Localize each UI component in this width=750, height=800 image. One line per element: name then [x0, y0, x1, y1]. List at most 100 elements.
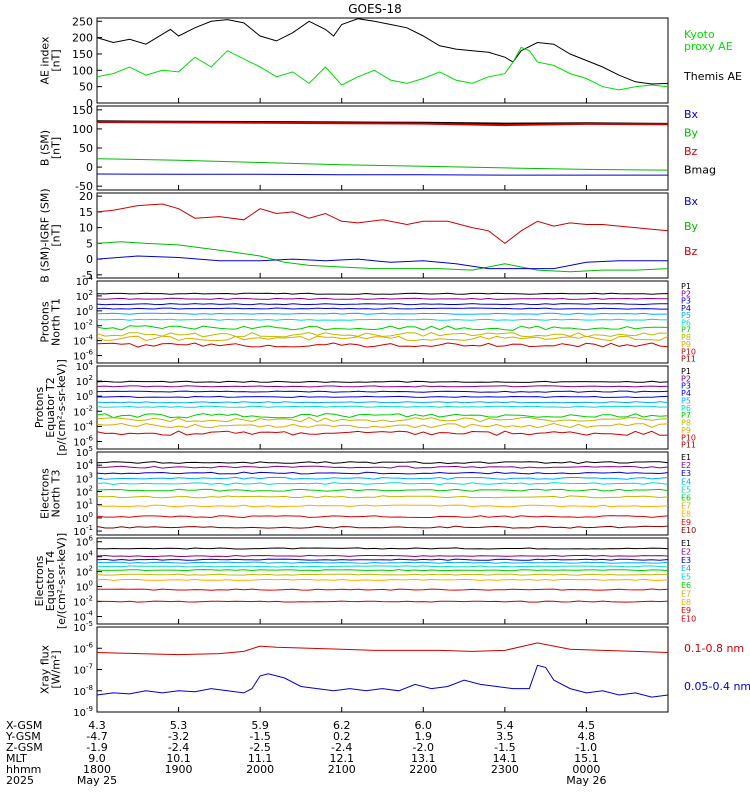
channel-line — [96, 312, 668, 315]
channel-line — [96, 390, 669, 393]
y-tick-label: 104 — [76, 359, 94, 373]
legend-entry: P9 — [681, 340, 691, 349]
channel-line — [96, 405, 669, 408]
panel-frame — [96, 626, 669, 713]
x-axis-value: 2100 — [328, 763, 356, 776]
legend-entry: E5 — [681, 573, 691, 582]
y-tick-label: 105 — [76, 445, 93, 459]
y-tick-label: 150 — [72, 48, 93, 61]
x-axis-value: 1.9 — [415, 730, 433, 743]
channel-line — [96, 318, 669, 321]
y-tick-label: 106 — [76, 535, 94, 549]
x-axis-value: -2.4 — [331, 741, 352, 754]
y-axis-label: [p/(cm²-s-sr-keV)] — [55, 359, 68, 456]
y-tick-label: 104 — [76, 550, 94, 564]
channel-line — [96, 600, 669, 603]
legend-entry: E1 — [681, 453, 691, 462]
legend-entry: E4 — [681, 564, 691, 573]
legend-entry: Kyoto — [684, 28, 715, 41]
y-axis-label: [W/m²] — [50, 650, 63, 688]
x-axis-value: 1800 — [83, 763, 111, 776]
y-axis-label: Xray flux — [39, 644, 52, 694]
x-axis-value: 5.9 — [251, 719, 269, 732]
panel-frame — [96, 451, 669, 536]
y-axis-label: [nT] — [50, 224, 63, 246]
y-axis-label: B (SM)-IGRF (SM) — [39, 188, 52, 282]
legend-entry: 0.1-0.8 nm — [684, 642, 744, 655]
y-tick-label: 102 — [76, 289, 93, 303]
y-tick-label: 100 — [76, 389, 93, 403]
y-tick-label: 100 — [76, 580, 93, 594]
y-tick-label: 102 — [76, 565, 93, 579]
legend-entry: 0.05-0.4 nm — [684, 680, 750, 693]
y-tick-label: 10-5 — [73, 620, 93, 634]
channel-line — [96, 554, 669, 558]
legend-entry: Bz — [684, 245, 698, 258]
x-axis-value: -2.5 — [249, 741, 270, 754]
x-axis-value: 13.1 — [411, 752, 436, 765]
channel-line — [96, 476, 669, 480]
chart-title: GOES-18 — [348, 2, 402, 16]
x-axis-value: -1.5 — [494, 741, 515, 754]
y-tick-label: 100 — [76, 304, 93, 318]
x-axis-value: -1.0 — [576, 741, 597, 754]
x-axis-value: 5.4 — [496, 719, 514, 732]
legend-entry: By — [684, 127, 699, 140]
y-tick-label: 101 — [76, 498, 93, 512]
x-axis-value: 1900 — [165, 763, 193, 776]
series-line — [96, 121, 669, 127]
x-axis-value: 4.5 — [578, 719, 596, 732]
y-tick-label: 15 — [79, 206, 93, 219]
x-axis-row-label: Z-GSM — [6, 741, 43, 754]
channel-line — [96, 482, 669, 486]
x-axis-value: May 26 — [566, 774, 606, 787]
legend-entry: P10 — [681, 347, 696, 356]
panel-frame — [96, 105, 669, 191]
series-line — [96, 664, 669, 698]
legend-entry: P5 — [681, 311, 691, 320]
channel-line — [96, 573, 669, 576]
x-axis-value: 2000 — [246, 763, 274, 776]
y-axis-label: [nT] — [50, 137, 63, 159]
x-axis-value: 2300 — [491, 763, 519, 776]
x-axis-value: May 25 — [77, 774, 117, 787]
y-tick-label: 250 — [72, 15, 93, 28]
y-axis-label: Equator T2 — [44, 377, 57, 437]
y-tick-label: 103 — [76, 471, 93, 485]
legend-entry: E10 — [681, 615, 696, 624]
y-axis-label: Electrons — [39, 468, 52, 519]
x-axis-value: 5.3 — [170, 719, 188, 732]
x-axis-value: 12.1 — [329, 752, 354, 765]
y-tick-label: 104 — [76, 458, 94, 472]
legend-entry: E9 — [681, 606, 691, 615]
channel-line — [96, 488, 669, 492]
legend-entry: P6 — [681, 318, 691, 327]
channel-line — [96, 395, 669, 399]
x-axis-value: 4.8 — [578, 730, 596, 743]
channel-line — [96, 565, 669, 568]
y-axis-label: Protons — [39, 301, 52, 342]
channel-line — [96, 495, 669, 499]
legend-entry: Bx — [684, 195, 699, 208]
legend-entry: P10 — [681, 433, 696, 442]
panel-frame — [96, 192, 669, 279]
series-line — [96, 203, 669, 245]
y-tick-label: 10-2 — [73, 595, 93, 609]
panel-frame — [96, 365, 669, 450]
y-axis-label: Protons — [33, 387, 46, 428]
series-line — [96, 173, 668, 176]
x-axis-row-label: MLT — [6, 752, 27, 765]
panel-bigrf: -5 0 5 10 15 20 B (SM)-IGRF (SM)[nT] Bx By Bz — [39, 188, 699, 282]
y-tick-label: 200 — [72, 32, 93, 45]
legend-entry: P4 — [681, 304, 691, 313]
x-axis-value: 14.1 — [493, 752, 518, 765]
y-tick-label: 50 — [79, 81, 93, 94]
legend-entry: E4 — [681, 477, 691, 486]
legend-entry: E8 — [681, 598, 691, 607]
y-axis-label: [e/(cm²-s-sr-keV)] — [55, 533, 68, 629]
legend-entry: P8 — [681, 333, 691, 342]
